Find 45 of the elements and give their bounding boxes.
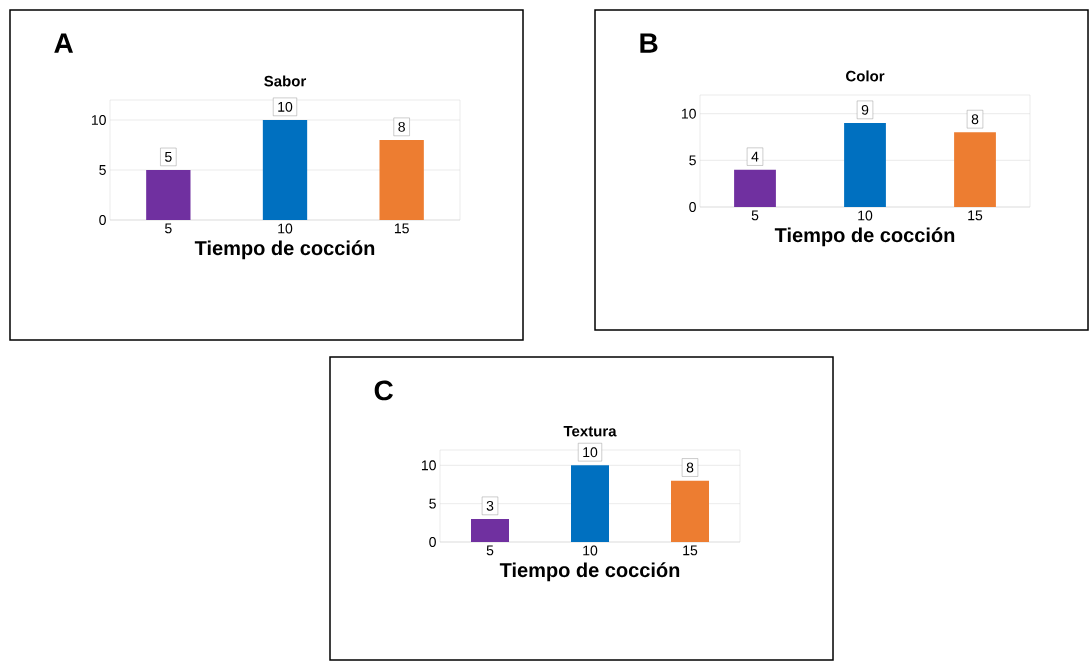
bar bbox=[954, 132, 996, 207]
data-label: 10 bbox=[583, 447, 598, 458]
data-label: 9 bbox=[861, 104, 869, 115]
y-tick-label: 5 bbox=[99, 165, 106, 175]
bar bbox=[379, 140, 424, 220]
bar bbox=[262, 120, 308, 220]
x-tick-label: 5 bbox=[165, 223, 172, 234]
y-tick-label: 5 bbox=[429, 498, 436, 509]
bar bbox=[671, 480, 710, 543]
x-tick-label: 5 bbox=[486, 545, 494, 556]
x-tick-label: 5 bbox=[751, 210, 759, 221]
data-label: 4 bbox=[751, 151, 759, 162]
y-tick-label: 10 bbox=[421, 460, 436, 471]
bar bbox=[734, 169, 776, 207]
bar bbox=[844, 123, 886, 207]
text: B bbox=[640, 33, 658, 53]
chart-title: Sabor bbox=[264, 75, 307, 87]
y-tick-label: 0 bbox=[429, 537, 436, 547]
x-tick-label: 15 bbox=[394, 223, 409, 234]
bar bbox=[146, 170, 191, 220]
chart-title: Textura bbox=[563, 426, 617, 437]
x-tick-label: 10 bbox=[858, 210, 873, 221]
data-label: 8 bbox=[398, 121, 405, 132]
text: A bbox=[54, 33, 74, 53]
x-axis-title: Tiempo de cocción bbox=[774, 227, 955, 247]
y-tick-label: 10 bbox=[91, 115, 106, 125]
chart-title: Color bbox=[846, 70, 885, 82]
y-tick-label: 0 bbox=[689, 202, 696, 212]
x-axis-title: Tiempo de cocción bbox=[499, 562, 680, 582]
data-label: 8 bbox=[971, 114, 979, 125]
data-label: 5 bbox=[165, 152, 172, 162]
y-tick-label: 5 bbox=[689, 155, 696, 166]
data-label: 3 bbox=[486, 500, 494, 511]
bar bbox=[471, 519, 510, 543]
data-label: 8 bbox=[686, 462, 694, 473]
y-tick-label: 10 bbox=[681, 108, 696, 119]
x-tick-label: 15 bbox=[683, 545, 698, 556]
bar bbox=[571, 465, 609, 543]
x-tick-label: 10 bbox=[583, 545, 598, 556]
text: C bbox=[374, 380, 393, 401]
data-label: 10 bbox=[278, 101, 293, 112]
x-axis-title: Tiempo de cocción bbox=[194, 240, 375, 260]
x-tick-label: 15 bbox=[968, 210, 983, 221]
y-tick-label: 0 bbox=[99, 215, 106, 225]
x-tick-label: 10 bbox=[278, 223, 293, 234]
